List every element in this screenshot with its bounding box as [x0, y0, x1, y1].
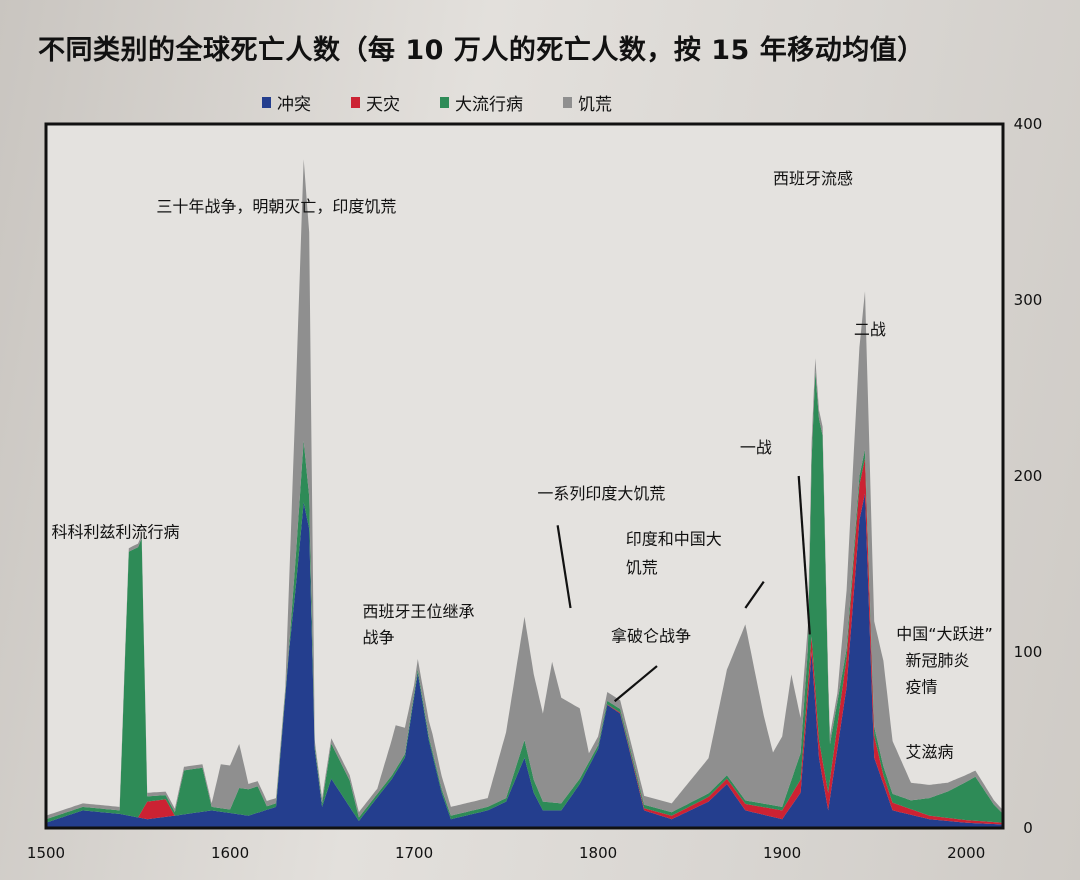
x-tick-label: 1500 [27, 844, 65, 862]
annotation-label: 西班牙王位继承 [363, 602, 475, 621]
legend-label-epidemic: 大流行病 [455, 95, 523, 115]
legend-swatch-epidemic [440, 97, 449, 108]
annotation-label: 三十年战争，明朝灭亡，印度饥荒 [156, 197, 396, 216]
area-famine [46, 159, 1003, 820]
annotation-label: 印度和中国大 [626, 530, 722, 549]
annotation-label: 新冠肺炎 [905, 651, 969, 670]
y-tick-label: 100 [1014, 643, 1043, 661]
area-epidemic [46, 371, 1003, 823]
legend-label-disaster: 天灾 [366, 95, 400, 115]
annotation-label: 二战 [854, 320, 886, 339]
legend-item-epidemic: 大流行病 [440, 90, 523, 115]
x-tick-label: 1900 [763, 844, 801, 862]
annotation-label: 疫情 [905, 677, 937, 696]
annotation-label: 艾滋病 [905, 743, 953, 762]
annotation-label: 拿破仑战争 [611, 626, 691, 645]
area-disaster [46, 458, 1003, 825]
y-axis-ticks: 0 100 200 300 400 [1014, 115, 1043, 837]
legend-swatch-famine [563, 97, 572, 108]
annotation-label: 科科利兹利流行病 [52, 523, 180, 542]
annotation-label: 战争 [363, 628, 395, 647]
annotation-leader-line [556, 525, 572, 609]
legend-item-famine: 饥荒 [563, 90, 612, 115]
x-tick-label: 1600 [211, 844, 249, 862]
y-tick-label: 400 [1014, 115, 1043, 133]
x-tick-label: 1700 [395, 844, 433, 862]
x-axis-ticks: 1500 1600 1700 1800 1900 2000 [27, 844, 985, 862]
annotation-label: 中国“大跃进” [896, 625, 993, 644]
legend-label-famine: 饥荒 [578, 95, 612, 115]
legend-label-conflict: 冲突 [277, 95, 311, 115]
series-areas [46, 159, 1003, 828]
annotation-label: 一战 [740, 438, 772, 457]
annotation-label: 西班牙流感 [773, 169, 853, 188]
y-tick-label: 0 [1023, 819, 1033, 837]
annotation-label: 饥荒 [626, 558, 658, 577]
area-conflict [46, 493, 1003, 828]
annotation-label: 一系列印度大饥荒 [537, 484, 665, 503]
legend-swatch-disaster [351, 97, 360, 108]
x-tick-label: 1800 [579, 844, 617, 862]
chart-legend: 冲突 天灾 大流行病 饥荒 [262, 90, 612, 115]
chart-title: 不同类别的全球死亡人数（每 10 万人的死亡人数，按 15 年移动均值） [38, 35, 925, 66]
y-tick-label: 300 [1014, 291, 1043, 309]
legend-item-conflict: 冲突 [262, 90, 311, 115]
plot-frame [44, 122, 1005, 830]
x-tick-label: 2000 [947, 844, 985, 862]
y-tick-label: 200 [1014, 467, 1043, 485]
annotation-leader-line [744, 580, 765, 609]
annotation-leader-line [613, 665, 658, 703]
legend-swatch-conflict [262, 97, 271, 108]
legend-item-disaster: 天灾 [351, 90, 400, 115]
annotation-leader-line [797, 475, 811, 635]
